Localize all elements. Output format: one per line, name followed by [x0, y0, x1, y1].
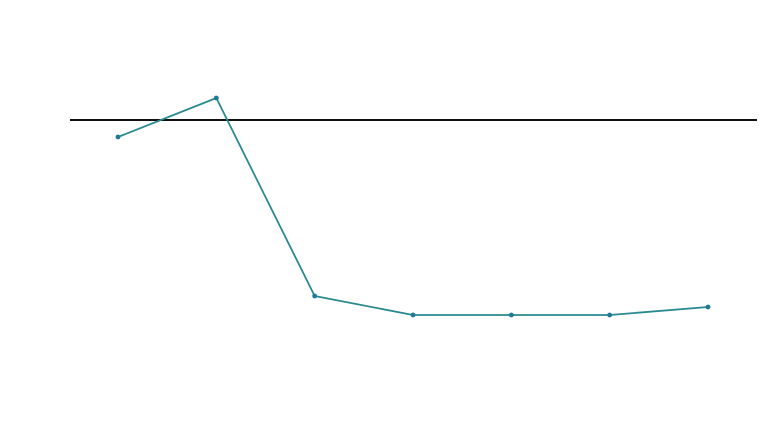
series-line — [117, 97, 709, 316]
data-point — [312, 293, 318, 299]
data-point — [607, 312, 613, 318]
data-point — [115, 134, 121, 140]
data-point — [410, 312, 416, 318]
data-point — [213, 95, 219, 101]
data-point — [705, 304, 711, 310]
data-point — [508, 312, 514, 318]
